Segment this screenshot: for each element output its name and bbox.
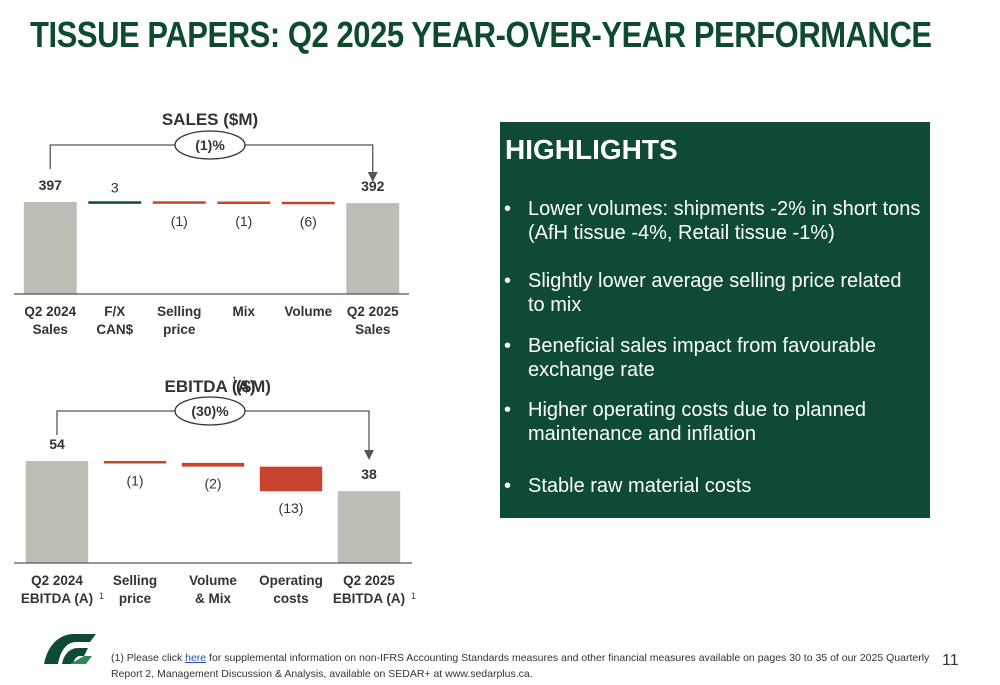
chart-title: EBITDA (A): [165, 377, 256, 396]
footnote: (1) Please click here for supplemental i…: [111, 652, 930, 680]
category-label: Selling: [113, 573, 157, 588]
change-badge: [174, 396, 246, 426]
data-label: (6): [300, 213, 317, 229]
arrow-head-icon: [364, 450, 374, 460]
bar: [181, 462, 245, 467]
data-label: (1): [171, 213, 188, 229]
highlight-item: • Higher operating costs due to planned m…: [504, 399, 867, 445]
category-label: EBITDA (A): [21, 591, 93, 606]
data-label: (2): [204, 476, 221, 492]
category-label: Volume: [189, 573, 237, 588]
category-label: price: [163, 322, 196, 337]
change-label: (30)%: [191, 403, 229, 419]
category-label: Volume: [284, 304, 332, 319]
category-label: Q2 2024: [31, 573, 83, 588]
company-logo-icon: [44, 634, 96, 664]
supplemental-info-link[interactable]: here: [185, 652, 207, 664]
footnote-marker: 1: [232, 375, 237, 385]
bullet-icon: •: [504, 270, 512, 292]
highlights-panel: HIGHLIGHTS • Lower volumes: shipments -2%…: [500, 122, 930, 518]
category-label: Operating: [259, 573, 323, 588]
data-label: 392: [361, 178, 385, 194]
bullet-icon: •: [504, 335, 512, 357]
bar: [88, 201, 142, 204]
highlight-item: • Slightly lower average selling price re…: [504, 270, 902, 316]
change-label: (1)%: [195, 137, 225, 153]
bar: [281, 201, 335, 205]
category-label: EBITDA (A): [333, 591, 405, 606]
bullet-icon: •: [504, 198, 512, 220]
data-label: (1): [235, 213, 252, 229]
highlight-item: • Lower volumes: shipments -2% in short t…: [504, 198, 921, 244]
bullet-icon: •: [504, 475, 512, 497]
category-label: & Mix: [195, 591, 231, 606]
change-badge: [174, 130, 246, 160]
category-label: CAN$: [96, 322, 133, 337]
bar: [346, 203, 400, 294]
category-label: Mix: [232, 304, 255, 319]
bar: [25, 461, 89, 563]
bar: [259, 466, 323, 492]
bar: [103, 461, 167, 464]
page-title: TISSUE PAPERS: Q2 2025 YEAR-OVER-YEAR PE…: [30, 14, 932, 55]
data-label: 397: [39, 177, 63, 193]
category-label: Q2 2025: [343, 573, 395, 588]
category-label: costs: [273, 591, 308, 606]
sales-waterfall-chart: SALES ($M) (1)% 397 Q2 2024 Sales 3 F/X CAN$ (1)…: [14, 110, 409, 337]
data-label: 54: [49, 436, 65, 452]
bullet-icon: •: [504, 399, 512, 421]
footnote-marker: 1: [411, 591, 416, 601]
category-label: price: [119, 591, 152, 606]
bar: [217, 201, 271, 205]
data-label: (13): [279, 500, 304, 516]
category-label: Sales: [355, 322, 390, 337]
category-label: Sales: [33, 322, 68, 337]
page-number: 11: [942, 652, 959, 669]
category-label: F/X: [104, 304, 125, 319]
category-label: Q2 2024: [24, 304, 76, 319]
chart-title-suffix: ($M): [236, 377, 271, 396]
category-label: Selling: [157, 304, 201, 319]
highlights-title: HIGHLIGHTS: [505, 134, 678, 165]
chart-title: SALES ($M): [162, 110, 258, 129]
data-label: 38: [361, 466, 377, 482]
highlight-item: • Beneficial sales impact from favourable…: [504, 335, 876, 381]
data-label: 3: [111, 179, 119, 195]
bar: [23, 202, 77, 294]
category-label: Q2 2025: [347, 304, 399, 319]
bar: [152, 201, 206, 204]
bar: [337, 491, 401, 563]
arrow-head-icon: [367, 172, 378, 182]
footnote-marker: 1: [99, 591, 104, 601]
data-label: (1): [126, 473, 143, 489]
highlight-item: • Stable raw material costs: [504, 475, 752, 497]
